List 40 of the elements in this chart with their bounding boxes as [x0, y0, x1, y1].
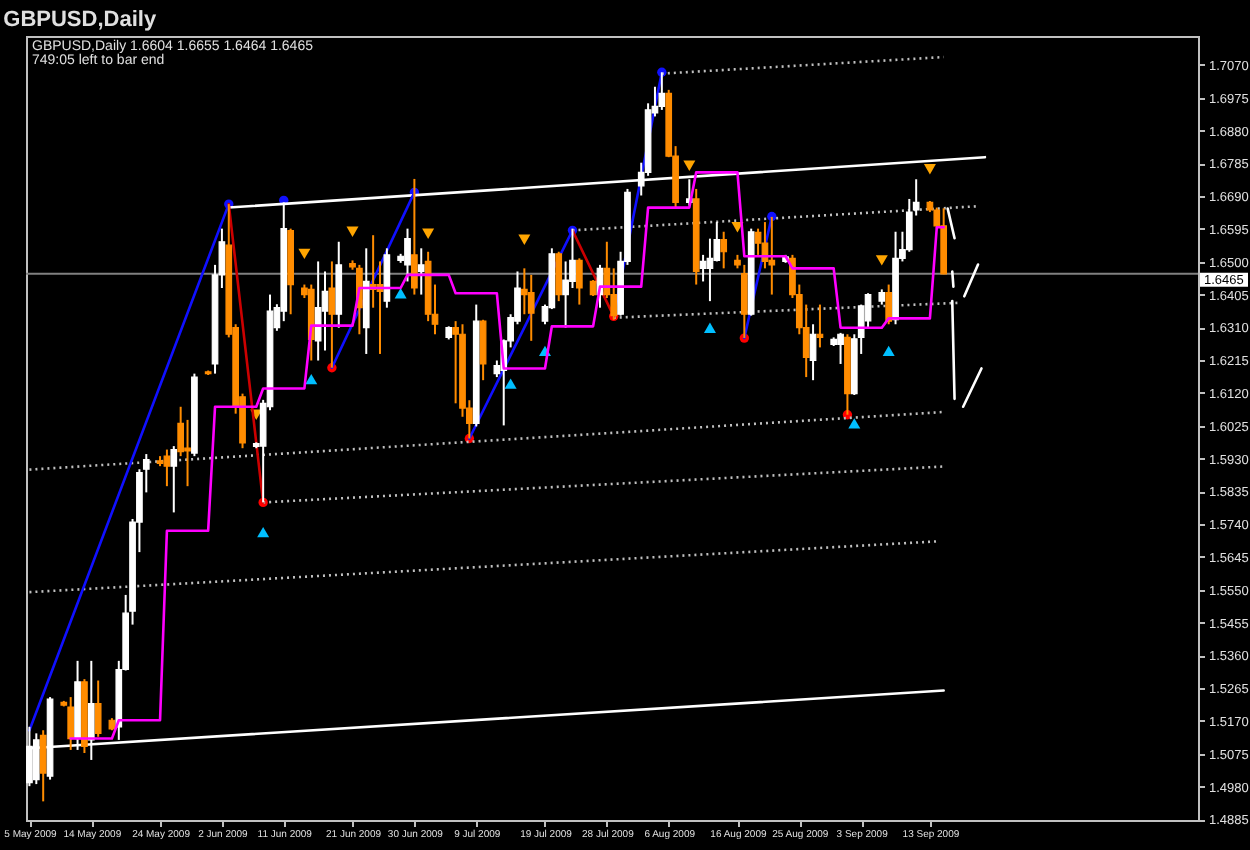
point [703, 322, 716, 333]
candlestick [740, 263, 748, 340]
candlestick [383, 247, 391, 309]
point [346, 226, 359, 237]
point [504, 378, 517, 389]
candlestick [362, 247, 370, 355]
point [298, 248, 311, 260]
candlestick [94, 679, 102, 738]
point [257, 526, 270, 538]
candlestick [527, 273, 535, 342]
point [683, 160, 696, 171]
point [518, 234, 531, 245]
candlestick [555, 250, 563, 303]
candlestick [699, 253, 707, 283]
candlestick [170, 445, 178, 514]
candlestick [658, 71, 666, 111]
candlestick [404, 227, 411, 283]
candlestick [885, 283, 893, 326]
candlestick [32, 732, 40, 786]
candlestick [837, 331, 844, 365]
point [875, 255, 888, 266]
chart-title: GBPUSD,Daily [3, 8, 158, 32]
candlestick [940, 207, 948, 276]
candlestick [39, 729, 47, 803]
candlestick [67, 696, 75, 751]
candlestick [479, 318, 487, 382]
point [848, 418, 861, 429]
candlestick [184, 418, 191, 488]
candlestick [720, 230, 728, 270]
candlestick [163, 448, 171, 488]
point [305, 373, 318, 385]
candlestick [768, 215, 776, 296]
point [923, 164, 936, 175]
point [882, 345, 895, 357]
candlestick [314, 260, 322, 362]
candlestick [576, 257, 583, 306]
point [422, 228, 435, 240]
candlestick [417, 247, 425, 296]
candlestick [26, 725, 33, 788]
candlestick [328, 260, 336, 369]
